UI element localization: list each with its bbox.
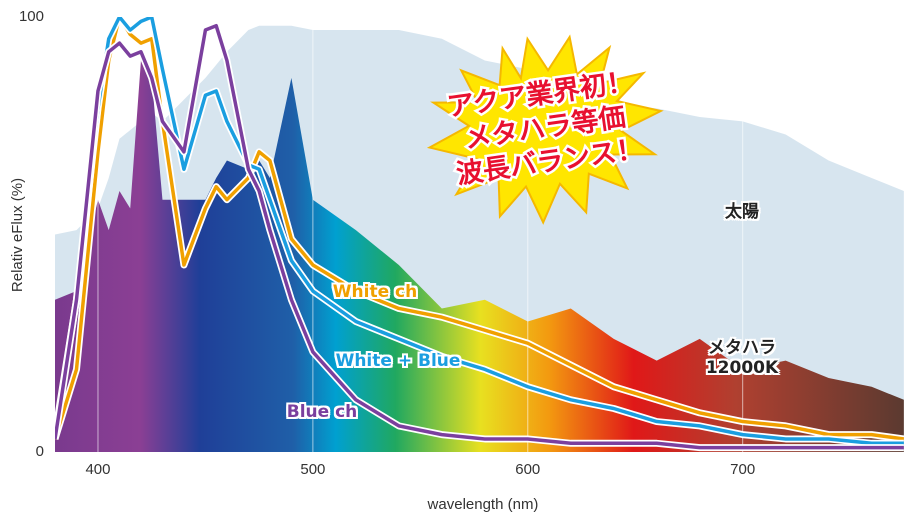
x-tick-label: 700 [730,461,755,478]
y-tick-label: 100 [19,8,44,25]
series-label: 太陽 [725,202,759,222]
series-label: メタハラ 12000K [705,338,779,378]
line [55,17,905,441]
y-tick-label: 0 [36,443,44,460]
burst [426,34,664,225]
series-label: Blue ch [286,402,358,422]
line [55,23,904,450]
y-axis-label: Relativ eFlux (%) [9,178,26,292]
x-tick-label: 600 [515,461,540,478]
x-tick-label: 400 [85,461,110,478]
x-tick-label: 500 [300,461,325,478]
x-axis-label: wavelength (nm) [427,496,539,513]
series-label: White + Blue [335,351,461,371]
line [55,17,904,446]
series-label: White ch [332,282,418,302]
area [55,60,904,452]
